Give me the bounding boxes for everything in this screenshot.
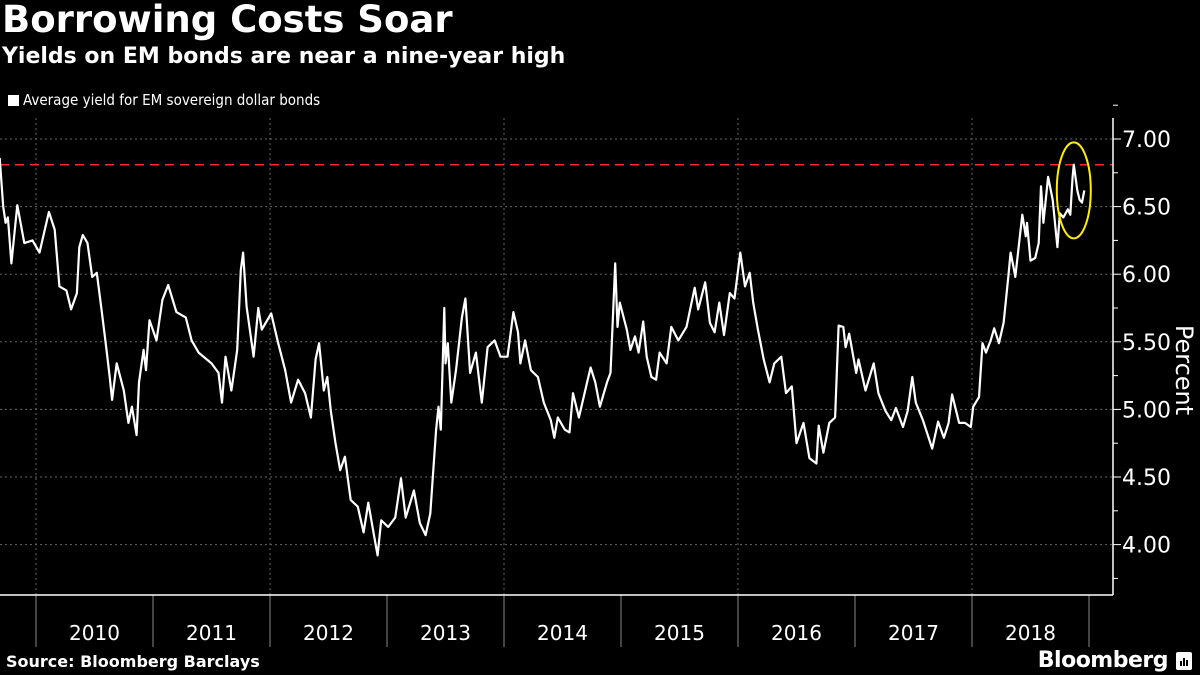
highlight-ellipse (1055, 141, 1092, 240)
y-tick-label: 5.00 (1122, 398, 1171, 423)
y-tick-label: 4.50 (1122, 466, 1171, 491)
y-tick-label: 6.00 (1122, 263, 1171, 288)
x-tick-label: 2010 (69, 621, 120, 645)
bloomberg-logo: Bloomberg (1038, 648, 1192, 673)
chart-title: Borrowing Costs Soar (2, 0, 453, 41)
legend: Average yield for EM sovereign dollar bo… (8, 91, 320, 109)
source-note: Source: Bloomberg Barclays (6, 652, 260, 671)
y-tick-label: 7.00 (1122, 128, 1171, 153)
legend-swatch-icon (8, 94, 19, 106)
chart-subtitle: Yields on EM bonds are near a nine-year … (2, 44, 566, 69)
y-tick-label: 4.00 (1122, 534, 1171, 559)
x-tick-label: 2014 (537, 621, 588, 645)
y-axis-label: Percent (1170, 325, 1198, 415)
y-tick-label: 5.50 (1122, 331, 1171, 356)
x-tick-label: 2017 (888, 621, 939, 645)
x-tick-label: 2011 (186, 621, 237, 645)
series-line (0, 157, 1086, 557)
x-tick-label: 2013 (420, 621, 471, 645)
x-tick-label: 2018 (1005, 621, 1056, 645)
legend-label: Average yield for EM sovereign dollar bo… (23, 91, 321, 109)
x-tick-label: 2016 (771, 621, 822, 645)
grid (0, 118, 1113, 595)
x-tick-label: 2015 (654, 621, 705, 645)
axes: 4.00 4.50 5.00 5.50 6.00 6.50 7.00 2010 2011 2012… (0, 104, 1171, 647)
x-tick-label: 2012 (303, 621, 354, 645)
chart-logo-icon (1176, 651, 1192, 670)
y-tick-label: 6.50 (1122, 196, 1171, 221)
logo-text: Bloomberg (1037, 648, 1169, 673)
